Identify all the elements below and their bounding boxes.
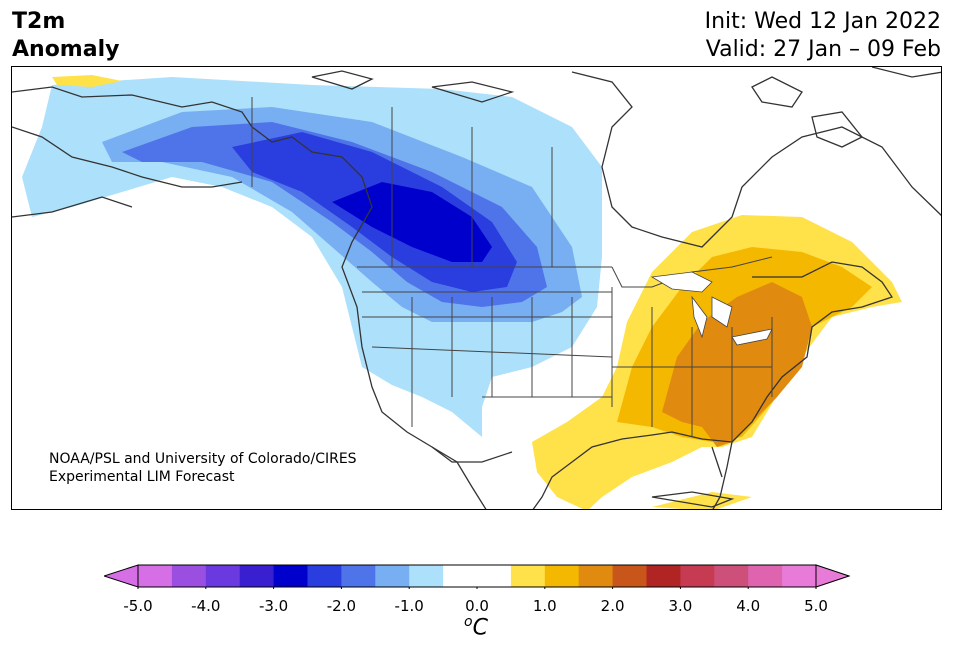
colorbar-swatch — [680, 565, 715, 587]
colorbar-over-arrow — [815, 564, 850, 588]
anomaly-fill-pos-labrador — [52, 75, 122, 87]
colorbar-swatch — [578, 565, 614, 587]
title-variable: T2m — [12, 9, 66, 34]
colorbar-swatch — [646, 565, 681, 587]
colorbar-swatch — [239, 565, 275, 587]
credit-text: NOAA/PSL and University of Colorado/CIRE… — [49, 450, 357, 486]
colorbar-swatch — [409, 565, 444, 587]
colorbar-tick-label: 2.0 — [600, 597, 625, 615]
colorbar — [104, 564, 850, 589]
colorbar-swatch — [205, 565, 241, 587]
cold-anomaly-region — [22, 77, 602, 437]
colorbar-tick-label: 4.0 — [736, 597, 761, 615]
init-date: Init: Wed 12 Jan 2022 — [704, 9, 941, 34]
colorbar-swatch — [782, 565, 817, 587]
warm-anomaly-region — [52, 75, 902, 509]
colorbar-swatch — [341, 565, 376, 587]
unit-degree: o — [464, 614, 473, 630]
map-canvas — [12, 67, 941, 509]
map-title: T2m Anomaly — [12, 8, 119, 64]
colorbar-tick-label: 3.0 — [668, 597, 693, 615]
colorbar-under-arrow — [104, 564, 139, 588]
anomaly-map — [11, 66, 942, 510]
credit-line-2: Experimental LIM Forecast — [49, 469, 235, 485]
colorbar-tick-label: -2.0 — [326, 597, 357, 615]
colorbar-swatch — [307, 565, 342, 587]
credit-line-1: NOAA/PSL and University of Colorado/CIRE… — [49, 451, 357, 467]
colorbar-swatch — [544, 565, 580, 587]
coastlines — [12, 67, 941, 509]
title-anomaly: Anomaly — [12, 37, 120, 62]
colorbar-swatch — [748, 565, 783, 587]
colorbar-unit: oC — [464, 614, 488, 640]
colorbar-tick-label: 5.0 — [804, 597, 828, 615]
great-lakes — [650, 271, 773, 346]
colorbar-tick-label: 1.0 — [532, 597, 557, 615]
colorbar-swatch — [612, 565, 647, 587]
colorbar-swatch — [273, 565, 308, 587]
colorbar-swatch — [171, 565, 207, 587]
valid-range: Valid: 27 Jan – 09 Feb — [705, 37, 941, 62]
forecast-dates: Init: Wed 12 Jan 2022 Valid: 27 Jan – 09… — [705, 8, 941, 64]
colorbar-swatch — [510, 565, 546, 587]
colorbar-swatch — [714, 565, 749, 587]
colorbar-swatch — [138, 565, 173, 587]
anomaly-fill-pos-1-5 — [662, 282, 812, 447]
colorbar-tick-label: -3.0 — [258, 597, 289, 615]
anomaly-fill-pos-cuba — [652, 492, 752, 509]
colorbar-tick-label: 0.0 — [465, 597, 489, 615]
anomaly-fill-neg-west — [382, 332, 482, 412]
unit-symbol: C — [472, 615, 488, 641]
political-borders — [251, 97, 773, 442]
colorbar-tick-label: -1.0 — [394, 597, 424, 615]
colorbar-tick-label: -5.0 — [123, 597, 153, 615]
colorbar-tick-label: -4.0 — [191, 597, 221, 615]
colorbar-swatch — [375, 565, 410, 587]
colorbar-swatch — [443, 565, 478, 587]
colorbar-swatch — [477, 565, 512, 587]
anomaly-fill-neg-2-5 — [332, 182, 492, 262]
